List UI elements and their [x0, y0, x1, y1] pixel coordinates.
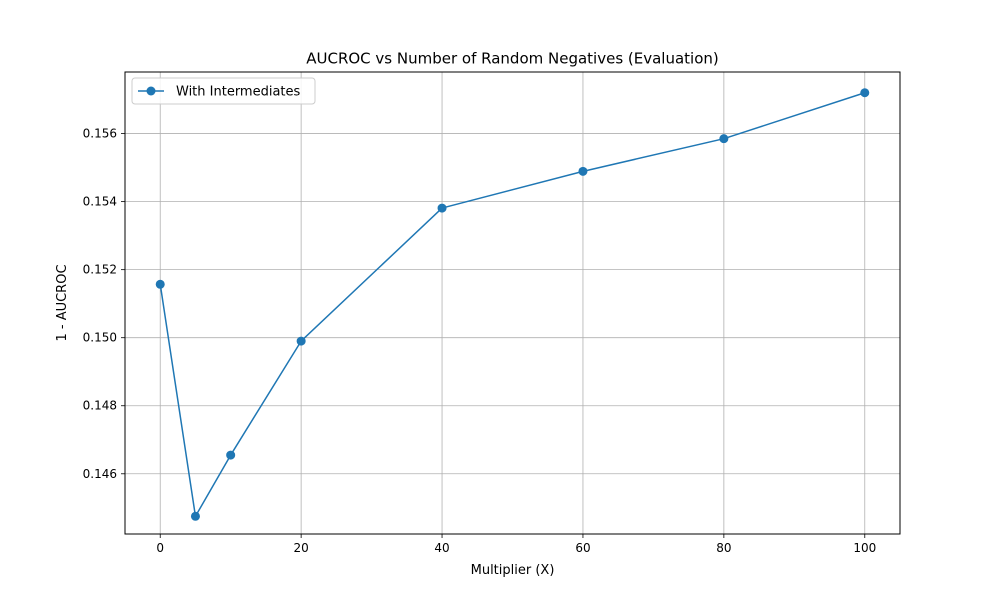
data-point: [155, 279, 165, 289]
data-point: [437, 203, 447, 213]
x-tick-label: 20: [293, 541, 308, 555]
legend-entry-label: With Intermediates: [176, 85, 301, 100]
y-tick-label: 0.152: [83, 263, 117, 277]
legend: With Intermediates: [131, 77, 316, 105]
series-layer: [155, 88, 870, 521]
y-tick-label: 0.150: [83, 331, 117, 345]
x-axis-ticks: 0 20 40 60 80 100: [156, 534, 876, 555]
legend-point-marker: [146, 86, 156, 96]
grid: [125, 72, 900, 534]
data-point: [860, 88, 870, 98]
series-line: [159, 92, 866, 518]
data-point: [190, 511, 200, 521]
x-tick-label: 80: [716, 541, 731, 555]
chart-title: AUCROC vs Number of Random Negatives (Ev…: [306, 50, 719, 68]
x-tick-label: 60: [575, 541, 590, 555]
data-point: [719, 134, 729, 144]
legend-box: [131, 77, 316, 105]
x-axis-label: Multiplier (X): [471, 563, 555, 578]
y-tick-label: 0.146: [83, 467, 117, 481]
y-tick-label: 0.154: [83, 195, 117, 209]
y-axis-label: 1 - AUCROC: [55, 264, 70, 341]
y-tick-label: 0.148: [83, 399, 117, 413]
x-tick-label: 0: [156, 541, 164, 555]
y-tick-label: 0.156: [83, 127, 117, 141]
data-point: [296, 336, 306, 346]
data-point: [578, 166, 588, 176]
data-point: [226, 450, 236, 460]
x-tick-label: 100: [853, 541, 876, 555]
plot-frame: [124, 71, 901, 535]
x-tick-label: 40: [434, 541, 449, 555]
y-axis-ticks: 0.146 0.148 0.150 0.152 0.154 0.156: [83, 127, 125, 481]
